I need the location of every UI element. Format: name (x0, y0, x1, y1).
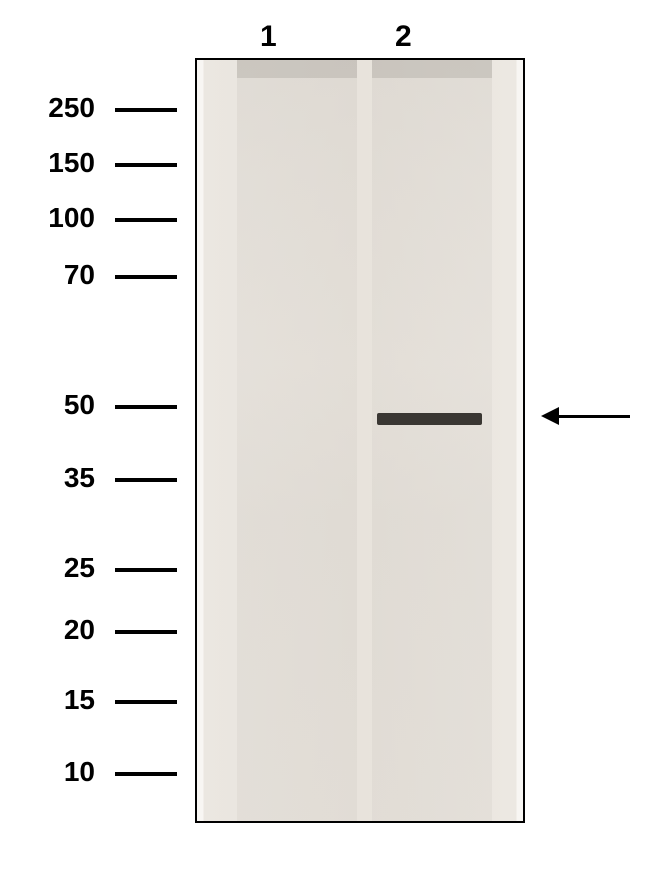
marker-50: 50 (64, 389, 95, 421)
marker-25: 25 (64, 552, 95, 584)
lane-1 (237, 60, 357, 821)
marker-tick-250 (115, 108, 177, 112)
lane-2 (372, 60, 492, 821)
lane-label-1: 1 (260, 20, 277, 54)
arrow-shaft (555, 415, 630, 418)
protein-band (377, 413, 482, 425)
marker-tick-15 (115, 700, 177, 704)
western-blot-figure: 1 2 250 150 100 70 50 35 25 20 15 10 (0, 0, 650, 870)
marker-250: 250 (48, 92, 95, 124)
marker-tick-50 (115, 405, 177, 409)
marker-tick-100 (115, 218, 177, 222)
marker-tick-150 (115, 163, 177, 167)
lane-label-2: 2 (395, 20, 412, 54)
marker-70: 70 (64, 259, 95, 291)
marker-tick-20 (115, 630, 177, 634)
marker-10: 10 (64, 756, 95, 788)
marker-tick-35 (115, 478, 177, 482)
marker-tick-70 (115, 275, 177, 279)
marker-100: 100 (48, 202, 95, 234)
marker-20: 20 (64, 614, 95, 646)
arrow-head-icon (541, 407, 559, 425)
marker-35: 35 (64, 462, 95, 494)
marker-tick-25 (115, 568, 177, 572)
marker-15: 15 (64, 684, 95, 716)
marker-tick-10 (115, 772, 177, 776)
marker-150: 150 (48, 147, 95, 179)
blot-membrane (195, 58, 525, 823)
